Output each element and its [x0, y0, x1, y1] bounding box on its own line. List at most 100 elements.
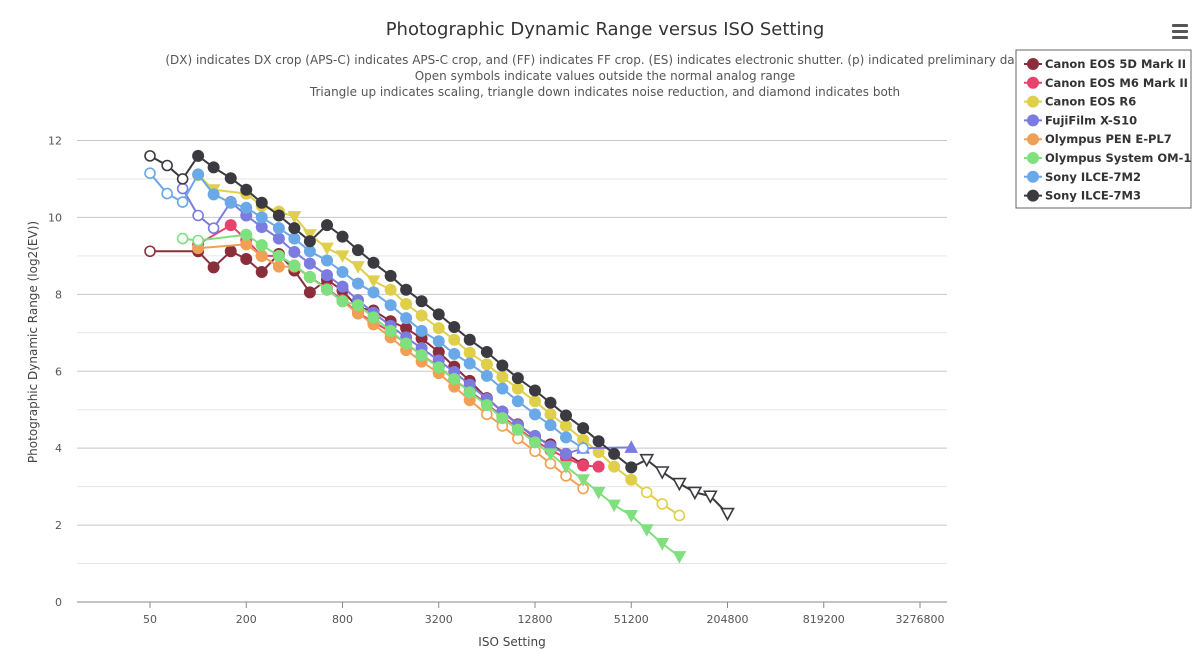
chart-subtitle-line-2: Open symbols indicate values outside the… [415, 69, 796, 83]
legend-item[interactable]: Olympus System OM-1 [1024, 151, 1191, 165]
data-point [255, 211, 268, 224]
data-point [176, 182, 189, 195]
series-sony-ilce-7m3 [144, 149, 735, 522]
data-point [176, 196, 189, 208]
data-point [176, 232, 189, 245]
legend-item[interactable]: Sony ILCE-7M3 [1024, 189, 1141, 203]
data-point [639, 524, 654, 537]
data-point [544, 408, 557, 421]
data-point [672, 477, 687, 492]
data-point [176, 173, 189, 185]
data-point [351, 261, 365, 274]
hamburger-menu-icon[interactable] [1172, 24, 1188, 39]
data-point [639, 453, 655, 468]
data-point [591, 486, 606, 500]
x-axis-ticks: 50 200 800 3200 12800 51200 204800 819200 327680… [77, 601, 947, 626]
data-point [288, 246, 301, 259]
data-point [336, 280, 349, 293]
chart-subtitle-line-3: Triangle up indicates scaling, triangle … [309, 85, 900, 99]
series-sony-ilce-7m2 [144, 167, 589, 454]
series-canon-eos-m6-mark-ii [192, 219, 605, 473]
data-point [224, 219, 237, 232]
data-point [240, 252, 253, 265]
data-point [544, 396, 557, 409]
data-point [672, 551, 687, 564]
data-point [511, 382, 524, 395]
data-point [320, 242, 334, 256]
legend-item[interactable]: Canon EOS R6 [1024, 95, 1136, 109]
legend-label: Olympus PEN E-PL7 [1045, 132, 1172, 146]
data-point [640, 486, 653, 499]
legend-swatch-marker [1027, 133, 1039, 146]
grid-lines [77, 140, 947, 603]
data-point [607, 499, 621, 513]
legend-swatch-marker [1027, 76, 1039, 89]
data-point [432, 335, 445, 348]
data-point [224, 196, 237, 209]
data-point [432, 361, 445, 374]
series-line [149, 154, 729, 515]
series-olympus-system-om-1 [176, 228, 687, 564]
data-point [255, 239, 268, 252]
data-point [625, 473, 638, 486]
chart-legend: Canon EOS 5D Mark II Canon EOS M6 Mark II… [1015, 49, 1192, 209]
data-point [496, 412, 509, 425]
data-point [559, 447, 572, 460]
data-point [207, 222, 220, 234]
legend-item[interactable]: Canon EOS M6 Mark II [1024, 76, 1188, 90]
legend-item[interactable]: Sony ILCE-7M2 [1024, 170, 1141, 184]
data-point [144, 167, 156, 179]
legend-item[interactable]: Canon EOS 5D Mark II [1024, 57, 1186, 71]
y-tick-label: 10 [48, 211, 62, 224]
data-point [656, 498, 669, 510]
x-tick-label: 12800 [518, 613, 553, 626]
data-point [303, 245, 316, 258]
data-point [400, 297, 413, 310]
x-axis-title: ISO Setting [478, 635, 545, 649]
data-point [400, 337, 413, 350]
data-point [321, 219, 334, 232]
data-point [144, 245, 156, 258]
data-point [432, 308, 445, 321]
chart-title: Photographic Dynamic Range versus ISO Se… [386, 19, 825, 40]
data-point [624, 440, 639, 453]
x-tick-label: 800 [332, 613, 353, 626]
data-point [511, 395, 524, 408]
data-point [592, 435, 605, 448]
data-point [592, 460, 605, 473]
data-point [415, 309, 428, 322]
data-point [255, 249, 268, 262]
data-point [272, 260, 285, 273]
data-point [511, 372, 524, 385]
data-point [287, 211, 302, 224]
legend-swatch-marker [1027, 58, 1039, 70]
data-point [336, 266, 349, 279]
legend-label: Sony ILCE-7M3 [1045, 189, 1141, 203]
data-point [463, 333, 476, 346]
legend-item[interactable]: Olympus PEN E-PL7 [1024, 132, 1172, 146]
data-point [192, 168, 205, 181]
y-tick-label: 0 [55, 596, 62, 609]
data-point [303, 229, 317, 242]
data-point [384, 283, 397, 296]
data-point [288, 222, 301, 235]
data-point [207, 161, 220, 174]
legend-swatch-marker [1027, 95, 1039, 108]
legend-label: Canon EOS M6 Mark II [1045, 76, 1188, 90]
data-point [161, 187, 173, 200]
x-tick-label: 3200 [425, 613, 453, 626]
data-point [366, 275, 381, 288]
data-point [192, 149, 205, 162]
data-point [577, 422, 590, 435]
data-point [336, 230, 349, 243]
data-point [463, 357, 476, 370]
x-tick-label: 200 [236, 613, 257, 626]
legend-item[interactable]: FujiFilm X-S10 [1024, 113, 1137, 127]
data-point [335, 250, 350, 263]
data-point [608, 460, 621, 473]
data-point [255, 266, 268, 279]
data-point [384, 299, 397, 312]
data-point [559, 461, 573, 474]
data-point [351, 299, 364, 312]
